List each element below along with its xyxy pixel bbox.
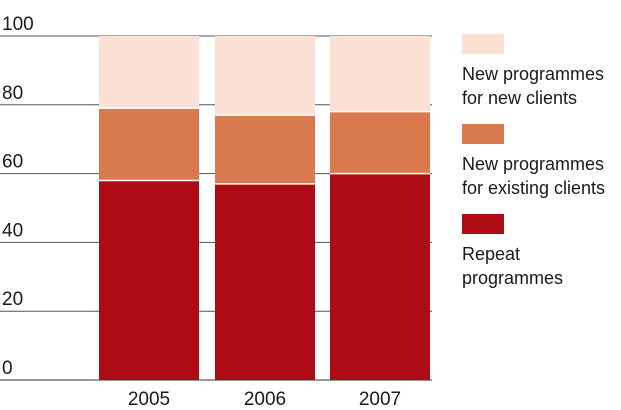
legend-item-repeat: Repeat programmes bbox=[462, 214, 621, 290]
legend-label-existing-clients: New programmes for existing clients bbox=[462, 154, 606, 198]
legend-label-new-clients: New programmes for new clients bbox=[462, 64, 605, 108]
y-tick-label-60: 60 bbox=[2, 152, 23, 173]
legend-swatch-repeat bbox=[462, 214, 504, 234]
legend-item-new-clients: New programmes for new clients bbox=[462, 34, 621, 110]
axis-labels: 0 20 40 60 80 100 2005 2006 2007 bbox=[2, 14, 401, 410]
y-tick-label-0: 0 bbox=[2, 358, 13, 379]
y-tick-label-20: 20 bbox=[2, 289, 23, 310]
bar-2005-segment-2 bbox=[99, 36, 199, 109]
legend-swatch-new-clients bbox=[462, 34, 504, 54]
bar-2005-segment-1 bbox=[99, 108, 199, 181]
legend-item-existing-clients: New programmes for existing clients bbox=[462, 124, 621, 200]
bar-2007-segment-1 bbox=[330, 111, 430, 174]
y-tick-label-100: 100 bbox=[2, 14, 34, 35]
y-tick-label-40: 40 bbox=[2, 220, 23, 241]
bar-2006-segment-1 bbox=[215, 115, 315, 184]
legend-label-repeat: Repeat programmes bbox=[462, 244, 564, 288]
x-tick-label-2007: 2007 bbox=[359, 389, 401, 410]
x-tick-label-2006: 2006 bbox=[244, 389, 286, 410]
x-tick-label-2005: 2005 bbox=[128, 389, 170, 410]
bar-2007-segment-2 bbox=[330, 36, 430, 112]
legend-swatch-existing-clients bbox=[462, 124, 504, 144]
bars bbox=[99, 36, 430, 380]
y-tick-label-80: 80 bbox=[2, 83, 23, 104]
legend: New programmes for new clients New progr… bbox=[462, 34, 621, 304]
bar-2007-segment-0 bbox=[330, 173, 430, 380]
bar-2006-segment-2 bbox=[215, 36, 315, 116]
bar-2006-segment-0 bbox=[215, 183, 315, 380]
bar-2005-segment-0 bbox=[99, 180, 199, 380]
